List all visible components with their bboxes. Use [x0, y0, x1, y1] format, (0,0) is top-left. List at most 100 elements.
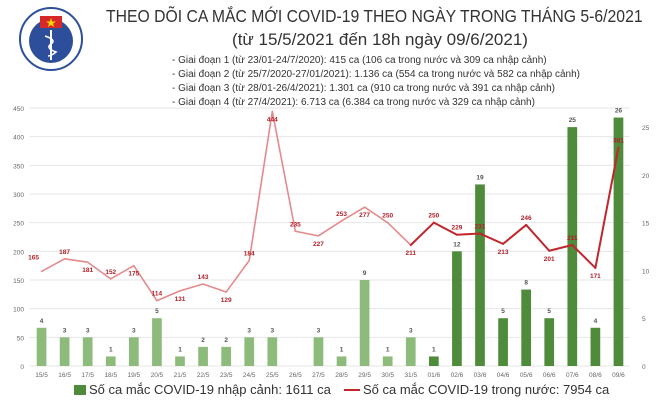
legend-label-imported: Số ca mắc COVID-19 nhập cảnh: 1611 ca: [89, 382, 331, 397]
x-tick-label: 05/6: [520, 372, 533, 379]
bar: [429, 356, 439, 366]
left-tick-label: 150: [13, 278, 24, 285]
right-tick-label: 10: [642, 268, 650, 275]
bar-data-label: 5: [155, 308, 159, 315]
line-data-label: 213: [498, 249, 509, 256]
line-data-label: 187: [59, 249, 70, 256]
line-data-label: 250: [382, 213, 393, 220]
line-data-label: 444: [267, 116, 278, 123]
line-segment: [133, 264, 158, 302]
line-data-label: 171: [590, 273, 601, 280]
x-tick-label: 01/6: [428, 372, 441, 379]
bar-data-label: 3: [409, 327, 413, 334]
x-tick-label: 27/5: [312, 372, 325, 379]
x-tick-label: 17/5: [81, 372, 94, 379]
bar-data-label: 1: [386, 346, 390, 353]
line-segment: [179, 283, 204, 292]
line-data-label: 246: [521, 215, 532, 222]
line-data-label: 181: [82, 267, 93, 274]
line-data-label: 175: [128, 271, 139, 278]
line-segment: [455, 232, 481, 236]
bar: [613, 117, 624, 366]
left-tick-label: 400: [13, 135, 24, 142]
line-segment: [502, 223, 528, 245]
x-tick-label: 20/5: [151, 372, 164, 379]
line-data-label: 131: [175, 296, 186, 303]
line-segment: [248, 110, 274, 262]
right-tick-label: 0: [642, 364, 646, 371]
x-tick-label: 15/5: [35, 372, 48, 379]
line-segment: [479, 232, 505, 245]
bar: [129, 337, 139, 366]
phase-summary: - Giai đoạn 1 (từ 23/01-24/7/2020): 415 …: [172, 54, 580, 110]
line-segment: [317, 220, 343, 237]
bar: [244, 337, 255, 366]
x-tick-label: 26/5: [289, 372, 302, 379]
bar-data-label: 1: [178, 346, 182, 353]
line-segment: [525, 223, 551, 252]
bar-data-label: 5: [547, 308, 551, 315]
bar-data-label: 3: [132, 327, 136, 334]
line-segment: [548, 244, 574, 252]
line-data-label: 277: [359, 212, 370, 219]
left-tick-label: 300: [13, 192, 24, 199]
bar-data-label: 1: [432, 346, 436, 353]
legend-swatch-bar: [74, 384, 86, 395]
left-tick-label: 200: [13, 249, 24, 256]
x-tick-label: 28/5: [335, 372, 348, 379]
line-segment: [363, 206, 389, 224]
bar-data-label: 8: [524, 280, 528, 287]
line-data-label: 184: [244, 251, 255, 258]
right-tick-label: 5: [642, 316, 646, 323]
x-tick-label: 25/5: [266, 372, 279, 379]
bar: [382, 356, 393, 366]
bar: [521, 289, 531, 366]
line-segment: [594, 146, 620, 269]
line-segment: [202, 283, 227, 293]
chart-subtitle: (từ 15/5/2021 đến 18h ngày 09/6/2021): [232, 30, 528, 49]
bar: [36, 327, 47, 366]
x-tick-label: 03/6: [474, 372, 487, 379]
bar-data-label: 1: [109, 346, 113, 353]
line-segment: [156, 290, 181, 302]
bar: [405, 337, 416, 366]
bar: [359, 280, 370, 366]
right-tick-label: 20: [642, 173, 650, 180]
line-segment: [432, 221, 458, 236]
bar-data-label: 4: [40, 318, 44, 325]
legend-domestic: Số ca mắc COVID-19 trong nước: 7954 ca: [344, 382, 609, 397]
line-data-label: 231: [475, 224, 486, 231]
bar: [475, 184, 485, 366]
x-tick-label: 24/5: [243, 372, 256, 379]
x-tick-label: 08/6: [589, 372, 602, 379]
left-tick-label: 250: [13, 221, 24, 228]
legend-imported: Số ca mắc COVID-19 nhập cảnh: 1611 ca: [74, 382, 331, 397]
bar: [544, 318, 555, 366]
bar-data-label: 5: [501, 308, 505, 315]
x-tick-label: 29/5: [358, 372, 371, 379]
line-segment: [86, 261, 112, 280]
left-tick-label: 450: [13, 106, 24, 113]
line-data-label: 229: [451, 225, 462, 232]
line-segment: [271, 110, 297, 233]
line-data-label: 250: [428, 213, 439, 220]
line-segment: [571, 244, 597, 269]
bar-data-label: 2: [224, 337, 228, 344]
right-tick-label: 25: [642, 125, 650, 132]
bar-data-label: 9: [363, 270, 367, 277]
bar: [198, 346, 208, 366]
line-data-label: 211: [567, 235, 578, 242]
line-data-label: 211: [406, 250, 417, 257]
line-data-label: 253: [336, 211, 347, 218]
line-data-label: 227: [313, 241, 324, 248]
chart-title: THEO DÕI CA MẮC MỚI COVID-19 THEO NGÀY T…: [106, 6, 643, 26]
line-segment: [294, 230, 320, 237]
phase-2: - Giai đoạn 2 (từ 25/7/2020-27/01/2021):…: [172, 69, 580, 80]
x-tick-label: 30/5: [381, 372, 394, 379]
phase-4: - Giai đoạn 4 (từ 27/4/2021): 6.713 ca (…: [172, 97, 535, 108]
bar-data-label: 2: [201, 337, 205, 344]
bar: [590, 327, 601, 366]
line-segment: [40, 257, 66, 273]
line-data-label: 152: [105, 269, 116, 276]
